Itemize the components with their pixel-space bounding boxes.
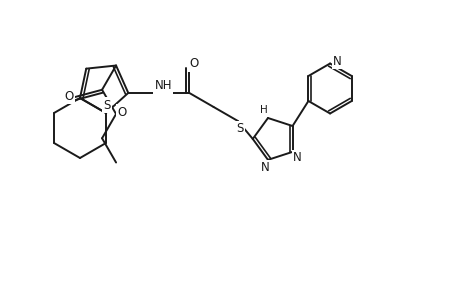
Text: O: O (189, 57, 198, 70)
Text: N: N (332, 55, 341, 68)
Text: O: O (64, 89, 73, 103)
Text: O: O (117, 106, 126, 118)
Text: S: S (103, 98, 111, 112)
Text: H: H (259, 105, 267, 115)
Text: N: N (292, 152, 301, 164)
Text: NH: NH (154, 80, 172, 92)
Text: N: N (260, 161, 269, 174)
Text: S: S (235, 122, 243, 135)
